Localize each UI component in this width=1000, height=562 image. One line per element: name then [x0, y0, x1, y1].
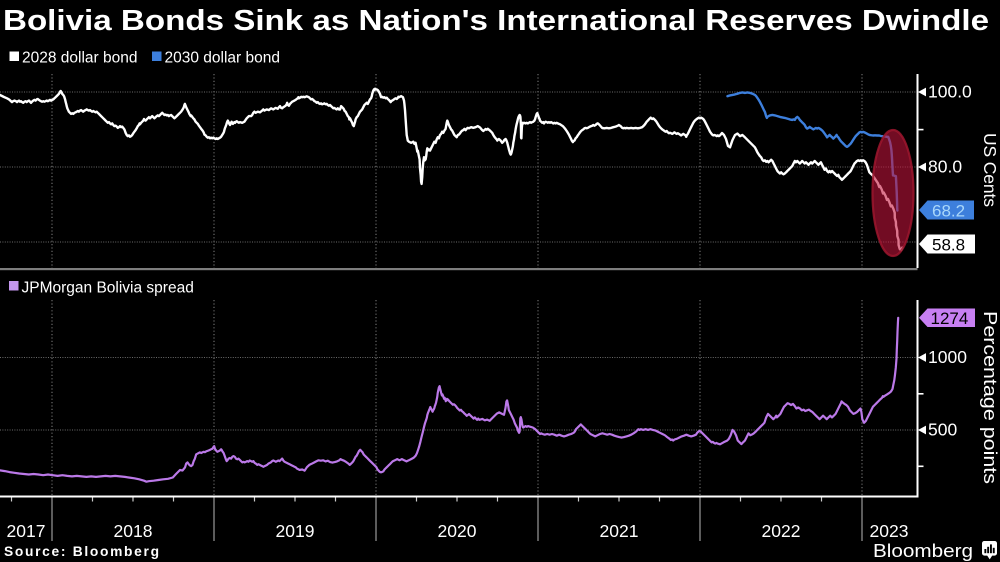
svg-text:2020: 2020	[438, 521, 477, 541]
svg-text:100.0: 100.0	[928, 82, 972, 102]
svg-text:2017: 2017	[7, 521, 46, 541]
svg-text:2021: 2021	[600, 521, 639, 541]
svg-text:Bloomberg: Bloomberg	[873, 541, 973, 561]
svg-text:2019: 2019	[276, 521, 315, 541]
svg-text:2022: 2022	[762, 521, 801, 541]
svg-text:Bolivia Bonds Sink as Nation's: Bolivia Bonds Sink as Nation's Internati…	[3, 5, 989, 37]
svg-text:2018: 2018	[114, 521, 153, 541]
svg-text:80.0: 80.0	[928, 157, 962, 177]
svg-text:1274: 1274	[931, 309, 969, 328]
svg-text:500: 500	[928, 420, 957, 440]
svg-text:58.8: 58.8	[932, 235, 965, 254]
svg-text:Percentage points: Percentage points	[980, 311, 1000, 484]
svg-text:JPMorgan Bolivia spread: JPMorgan Bolivia spread	[22, 280, 194, 297]
svg-text:1000: 1000	[928, 347, 967, 367]
svg-text:US Cents: US Cents	[980, 133, 1000, 207]
svg-text:2030 dollar bond: 2030 dollar bond	[165, 50, 281, 67]
svg-text:2023: 2023	[870, 521, 909, 541]
svg-text:Source: Bloomberg: Source: Bloomberg	[4, 544, 159, 559]
svg-text:68.2: 68.2	[932, 201, 965, 220]
svg-text:2028 dollar bond: 2028 dollar bond	[22, 50, 138, 67]
